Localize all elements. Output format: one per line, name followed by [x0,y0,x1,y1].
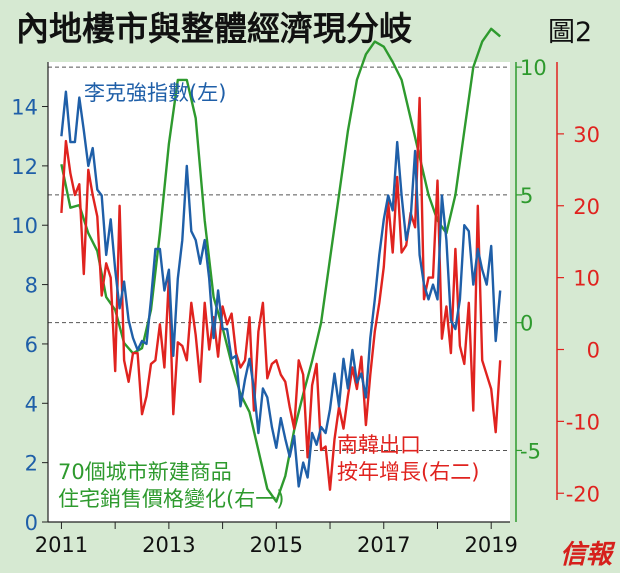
left-axis-tick-label: 14 [11,96,38,120]
left-axis-tick-label: 10 [11,214,38,238]
left-axis-tick-label: 8 [25,274,38,298]
grid-lines [48,66,510,451]
left-axis-tick-label: 12 [11,155,38,179]
korea-exports-label: 南韓出口 [337,433,421,457]
x-axis-tick-label: 2019 [464,533,517,557]
left-axis-tick-label: 6 [25,333,38,357]
right2-axis-tick-label: 0 [587,339,600,363]
korea-exports-line [60,96,502,491]
likeqiang-index-label: 李克強指數(左) [84,81,226,105]
axes [42,62,564,529]
right1-axis-tick-label: -5 [520,439,541,463]
x-axis-tick-label: 2017 [357,533,410,557]
text-labels: 內地樓市與整體經濟現分岐 圖2 信報 0 2 4 6 8 10 12 14 2011 2013 20… [11,9,616,570]
left-axis-tick-label: 2 [25,452,38,476]
right2-axis-tick-label: -10 [566,410,600,434]
right1-axis-tick-label: 5 [520,184,533,208]
series-lines [60,27,502,503]
x-axis-tick-label: 2013 [142,533,195,557]
home-price-label: 住宅銷售價格變化(右一) [58,487,284,511]
figure-number: 圖2 [548,17,592,48]
home-price-label: 70個城市新建商品 [58,460,232,484]
right2-axis-tick-label: 30 [573,123,600,147]
x-axis-tick-label: 2015 [250,533,303,557]
brand-logo: 信報 [560,540,616,570]
right1-axis-tick-label: 0 [520,312,533,336]
chart-title: 內地樓市與整體經濟現分岐 [16,9,412,48]
right2-axis-tick-label: 20 [573,195,600,219]
x-axis-tick-label: 2011 [35,533,88,557]
likeqiang-index-line [60,90,502,488]
left-axis-tick-label: 4 [25,392,38,416]
korea-exports-label: 按年增長(右二) [337,460,479,484]
left-axis-tick-label: 0 [25,511,38,535]
right2-axis-tick-label: 10 [573,267,600,291]
right1-axis-tick-label: 10 [520,56,547,80]
right2-axis-tick-label: -20 [566,482,600,506]
